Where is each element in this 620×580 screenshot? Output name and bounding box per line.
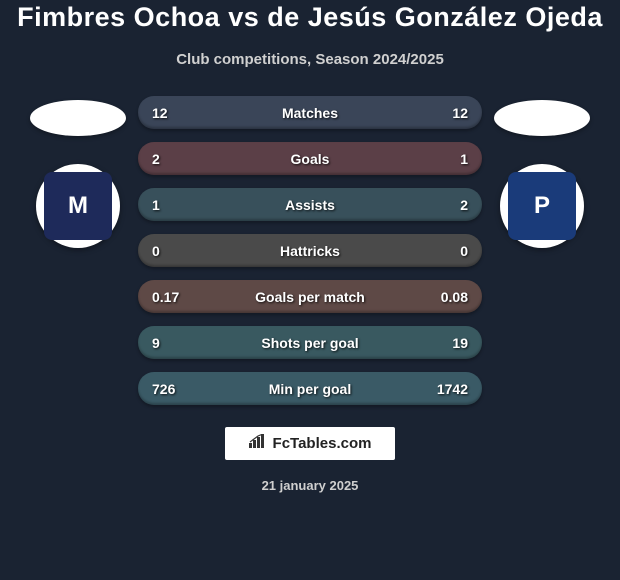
stat-label: Matches (282, 105, 338, 121)
stat-right-value: 0 (418, 243, 468, 259)
generated-date: 21 january 2025 (262, 478, 359, 493)
left-club-badge: M (36, 164, 120, 248)
stats-column: 12 Matches 12 2 Goals 1 1 Assists 2 0 Hattricks 0 0.… (138, 96, 482, 405)
stat-right-value: 0.08 (418, 289, 468, 305)
stat-label: Shots per goal (261, 335, 358, 351)
stat-left-value: 0.17 (152, 289, 202, 305)
stat-right-value: 12 (418, 105, 468, 121)
brand-chart-icon (249, 434, 267, 453)
stat-label: Min per goal (269, 381, 351, 397)
stat-left-value: 0 (152, 243, 202, 259)
stat-right-value: 19 (418, 335, 468, 351)
stat-label: Assists (285, 197, 335, 213)
left-player-column: M (18, 96, 138, 248)
stat-label: Goals (291, 151, 330, 167)
stat-row: 1 Assists 2 (138, 188, 482, 221)
page-subtitle: Club competitions, Season 2024/2025 (176, 51, 444, 68)
right-player-avatar (494, 100, 590, 136)
stat-row: 9 Shots per goal 19 (138, 326, 482, 359)
stat-right-value: 1 (418, 151, 468, 167)
stat-right-value: 2 (418, 197, 468, 213)
brand-box[interactable]: FcTables.com (225, 427, 396, 460)
right-club-badge: P (500, 164, 584, 248)
comparison-main: M 12Matches122Goals11Assists20Hattricks0… (0, 96, 620, 405)
stat-left-value: 2 (152, 151, 202, 167)
stat-row: 726 Min per goal 1742 (138, 372, 482, 405)
left-player-avatar (30, 100, 126, 136)
stat-row: 0.17 Goals per match 0.08 (138, 280, 482, 313)
footer: FcTables.com 21 january 2025 (225, 427, 396, 493)
stat-row: 2 Goals 1 (138, 142, 482, 175)
right-player-column: P (482, 96, 602, 248)
page-title: Fimbres Ochoa vs de Jesús González Ojeda (17, 2, 603, 33)
stat-right-value: 1742 (418, 381, 468, 397)
stat-label: Hattricks (280, 243, 340, 259)
stat-left-value: 1 (152, 197, 202, 213)
brand-text: FcTables.com (273, 435, 372, 452)
stat-left-value: 9 (152, 335, 202, 351)
stat-label: Goals per match (255, 289, 365, 305)
stat-left-value: 726 (152, 381, 202, 397)
stat-left-value: 12 (152, 105, 202, 121)
left-club-badge-inner: M (44, 172, 112, 240)
stat-row: 12 Matches 12 (138, 96, 482, 129)
stat-row: 0 Hattricks 0 (138, 234, 482, 267)
right-club-badge-inner: P (508, 172, 576, 240)
